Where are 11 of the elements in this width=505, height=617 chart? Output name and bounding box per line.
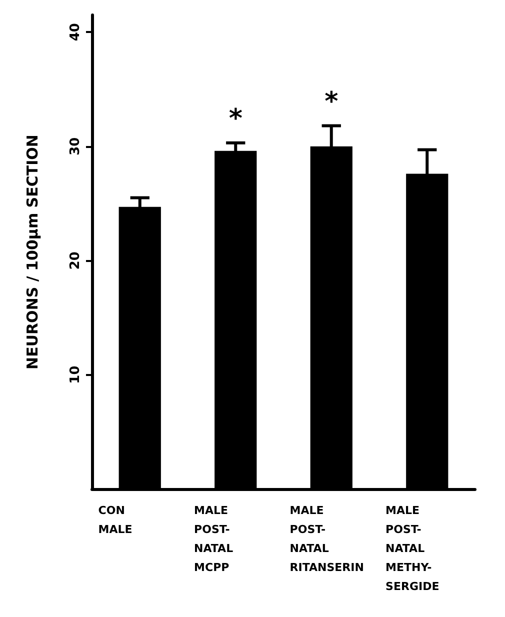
y-axis-title: NEURONS / 100µm SECTION bbox=[24, 134, 42, 370]
x-tick-label: MALE POST- NATAL METHY- SERGIDE bbox=[386, 504, 440, 593]
y-tick-label: 10 bbox=[68, 366, 83, 384]
y-tick-label: 30 bbox=[68, 137, 83, 156]
annotation: * bbox=[228, 104, 243, 134]
y-tick-label: 40 bbox=[68, 23, 83, 42]
x-tick-label: MALE POST- NATAL MCPP bbox=[194, 504, 234, 574]
annotation: * bbox=[324, 86, 339, 117]
y-tick-label: 20 bbox=[68, 252, 83, 270]
x-tick-label: CON MALE bbox=[98, 504, 132, 536]
x-tick-label: MALE POST- NATAL RITANSERIN bbox=[290, 504, 364, 574]
